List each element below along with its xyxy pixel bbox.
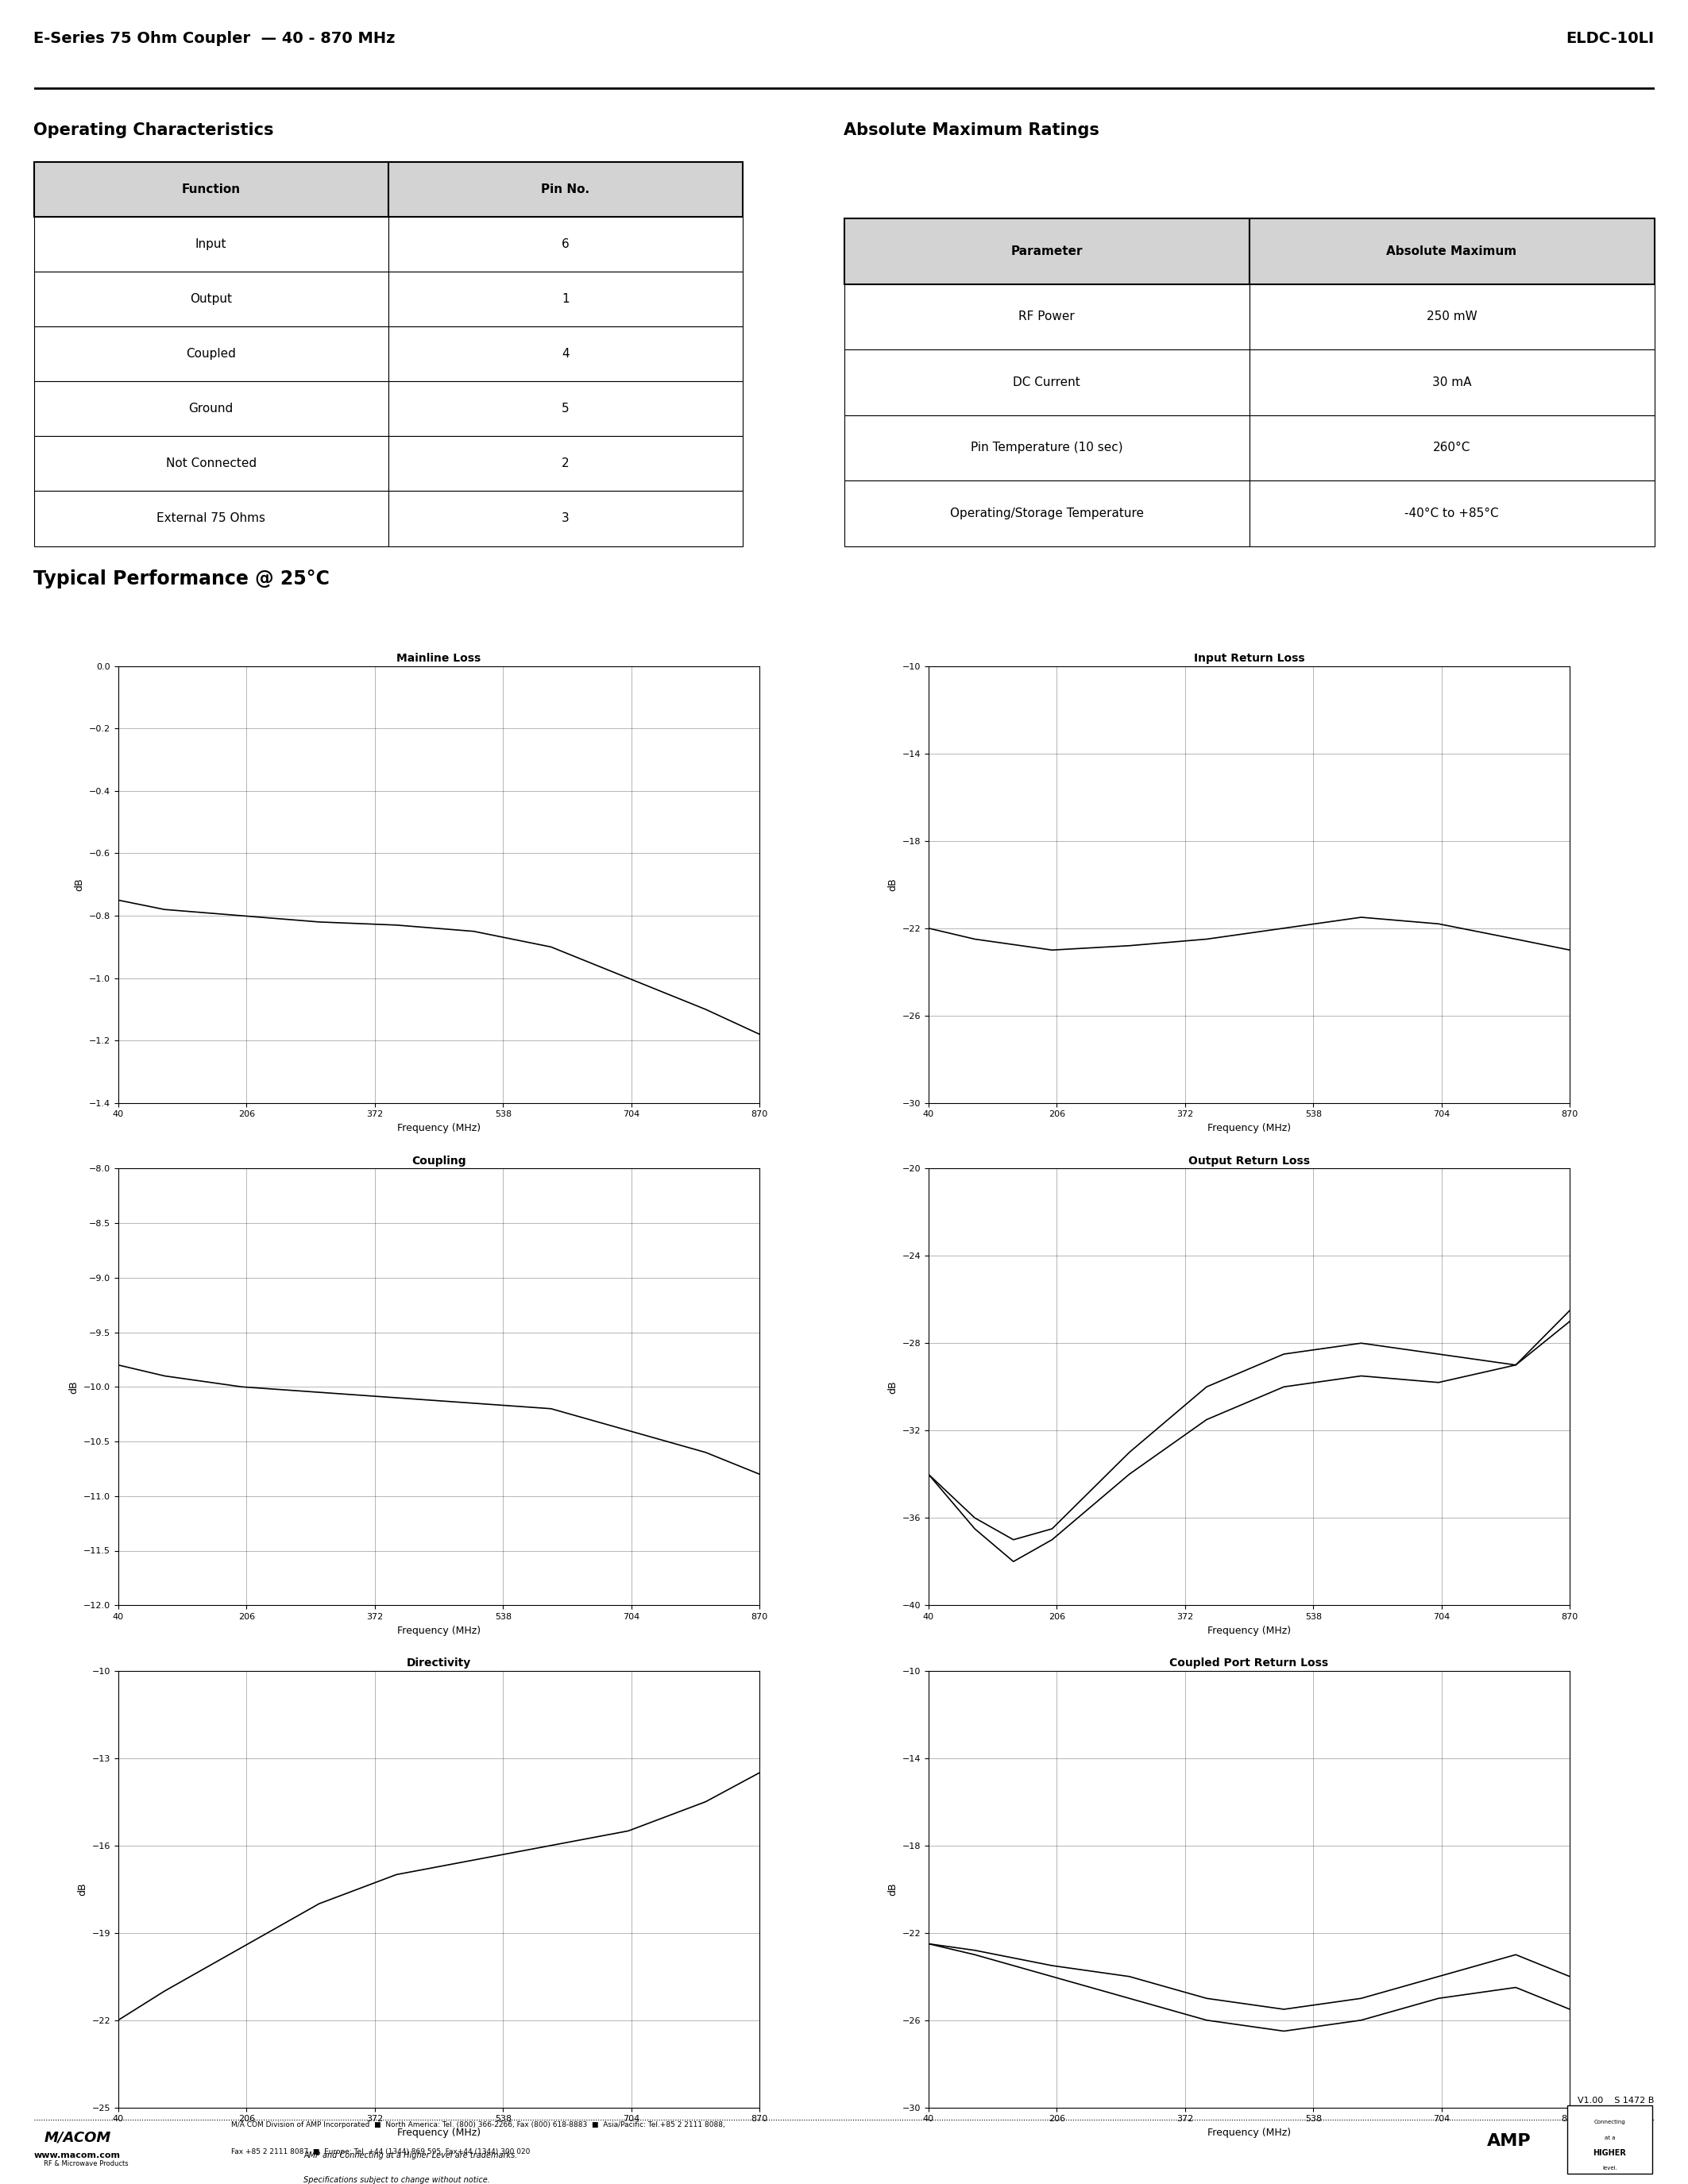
Text: V1.00    S 1472 B: V1.00 S 1472 B [1578,2097,1654,2105]
Y-axis label: dB: dB [78,1883,88,1896]
Text: RF & Microwave Products: RF & Microwave Products [44,2160,128,2167]
Text: at a: at a [1604,2136,1615,2140]
X-axis label: Frequency (MHz): Frequency (MHz) [397,1123,481,1133]
Title: Directivity: Directivity [407,1658,471,1669]
Text: AMP: AMP [1487,2134,1531,2149]
Text: Specifications subject to change without notice.: Specifications subject to change without… [304,2175,491,2184]
Text: ELDC-10LI: ELDC-10LI [1566,31,1654,46]
Title: Coupling: Coupling [412,1155,466,1166]
Text: AMP and Connecting at a Higher Level are trademarks.: AMP and Connecting at a Higher Level are… [304,2151,518,2160]
Title: Output Return Loss: Output Return Loss [1188,1155,1310,1166]
X-axis label: Frequency (MHz): Frequency (MHz) [397,1625,481,1636]
Text: level.: level. [1602,2167,1617,2171]
Text: Fax +85 2 2111 8087  ■  Europe: Tel. +44 (1344) 869 595, Fax+44 (1344) 300 020: Fax +85 2 2111 8087 ■ Europe: Tel. +44 (… [231,2149,530,2156]
Text: Typical Performance @ 25°C: Typical Performance @ 25°C [34,570,329,587]
Text: Connecting: Connecting [1593,2121,1626,2125]
Title: Input Return Loss: Input Return Loss [1193,653,1305,664]
Title: Coupled Port Return Loss: Coupled Port Return Loss [1170,1658,1328,1669]
Y-axis label: dB: dB [888,1380,898,1393]
Y-axis label: dB: dB [888,878,898,891]
FancyBboxPatch shape [1566,2105,1653,2173]
Text: Operating Characteristics: Operating Characteristics [34,122,273,138]
Text: www.macom.com: www.macom.com [34,2151,120,2160]
Text: Absolute Maximum Ratings: Absolute Maximum Ratings [844,122,1099,138]
Text: M/A COM Division of AMP Incorporated  ■  North America: Tel. (800) 366-2266, Fax: M/A COM Division of AMP Incorporated ■ N… [231,2121,726,2129]
Y-axis label: dB: dB [74,878,84,891]
Text: HIGHER: HIGHER [1593,2149,1626,2158]
Y-axis label: dB: dB [69,1380,79,1393]
Text: M/ACOM: M/ACOM [44,2132,111,2145]
Y-axis label: dB: dB [888,1883,898,1896]
Title: Mainline Loss: Mainline Loss [397,653,481,664]
X-axis label: Frequency (MHz): Frequency (MHz) [397,2127,481,2138]
X-axis label: Frequency (MHz): Frequency (MHz) [1207,1123,1291,1133]
X-axis label: Frequency (MHz): Frequency (MHz) [1207,2127,1291,2138]
Text: E-Series 75 Ohm Coupler  — 40 - 870 MHz: E-Series 75 Ohm Coupler — 40 - 870 MHz [34,31,395,46]
X-axis label: Frequency (MHz): Frequency (MHz) [1207,1625,1291,1636]
